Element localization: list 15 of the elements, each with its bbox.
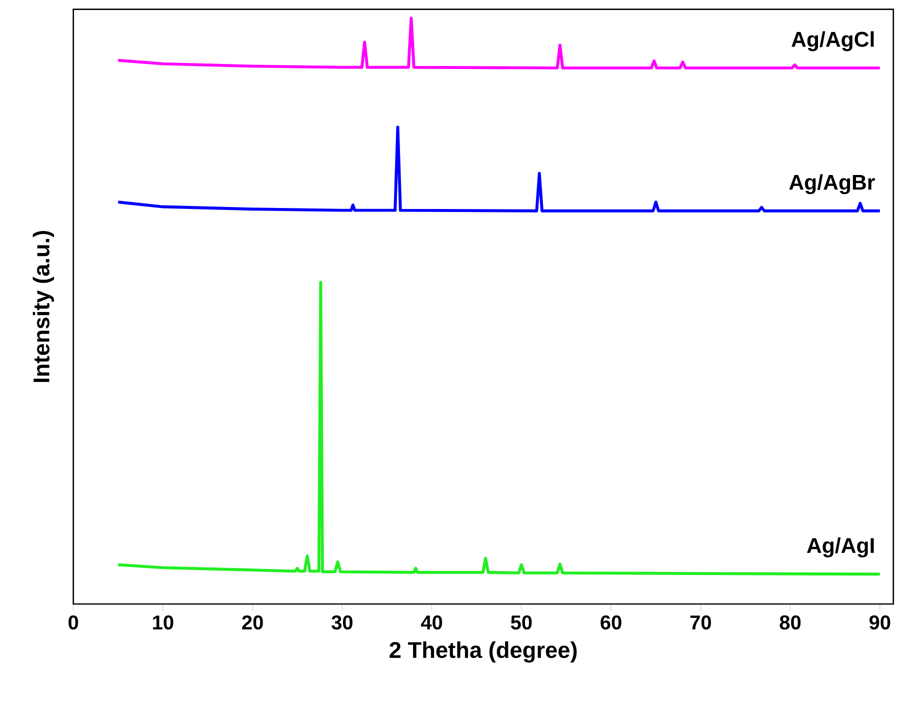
series-label: Ag/AgCl xyxy=(792,31,874,52)
x-tick-label: 70 xyxy=(690,615,711,630)
x-tick-label: 0 xyxy=(68,615,78,630)
x-tick-label: 50 xyxy=(510,615,532,630)
series-label: Ag/AgI xyxy=(806,537,874,558)
x-tick-label: 20 xyxy=(242,615,263,630)
series-label: Ag/AgBr xyxy=(789,174,875,194)
x-axis-title: 2 Thetha (degree) xyxy=(390,641,577,663)
x-tick-label: 80 xyxy=(780,615,801,630)
x-tick-label: 10 xyxy=(153,615,174,630)
x-tick-label: 90 xyxy=(869,615,890,630)
x-tick-label: 30 xyxy=(332,615,352,630)
y-axis-title: Intensity (a.u.) xyxy=(32,230,54,382)
x-tick-label: 60 xyxy=(600,615,622,630)
x-tick-label: 40 xyxy=(420,615,442,630)
